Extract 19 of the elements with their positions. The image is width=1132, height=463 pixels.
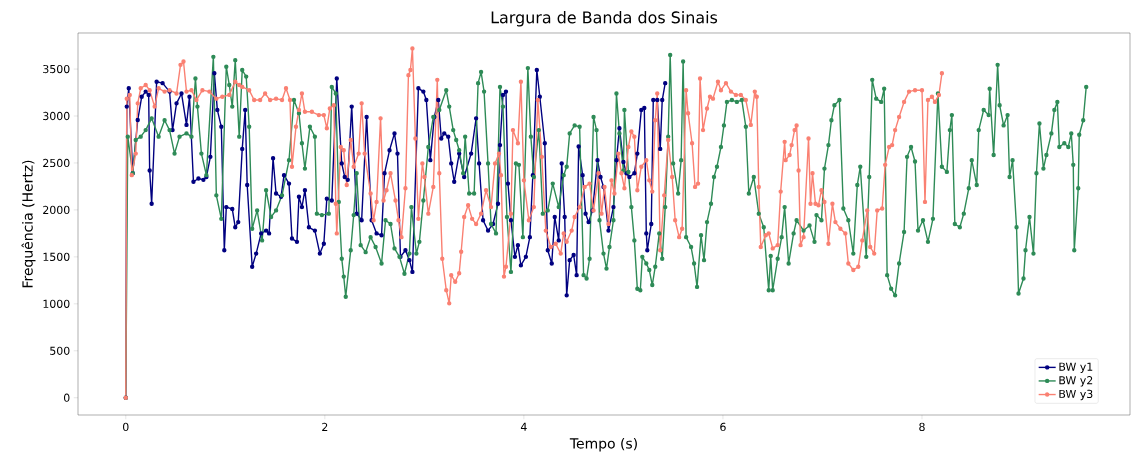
x-tick-label: 4 bbox=[520, 422, 527, 431]
x-tick-label: 8 bbox=[919, 422, 925, 432]
x-tick-label: 6 bbox=[720, 422, 726, 432]
legend-label: BW y2 bbox=[1059, 376, 1093, 387]
legend-label: BW y3 bbox=[1059, 389, 1093, 401]
y-tick-label: 3500 bbox=[43, 64, 70, 74]
y-tick-label: 0 bbox=[63, 393, 70, 402]
y-tick-label: 1000 bbox=[43, 299, 70, 308]
x-tick-label: 0 bbox=[123, 422, 129, 432]
y-tick-label: 3000 bbox=[43, 111, 70, 121]
y-tick-label: 2000 bbox=[43, 205, 70, 215]
x-tick-label: 2 bbox=[322, 422, 328, 431]
y-tick-label: 500 bbox=[50, 346, 70, 355]
legend-label: BW y1 bbox=[1059, 362, 1093, 373]
x-axis-title: Tempo (s) bbox=[569, 437, 637, 452]
y-tick-label: 2500 bbox=[43, 158, 70, 168]
y-tick-label: 1500 bbox=[43, 252, 70, 262]
chart-title: Largura de Banda dos Sinais bbox=[491, 11, 718, 27]
y-axis-title: Frequência (Hertz) bbox=[21, 160, 36, 288]
